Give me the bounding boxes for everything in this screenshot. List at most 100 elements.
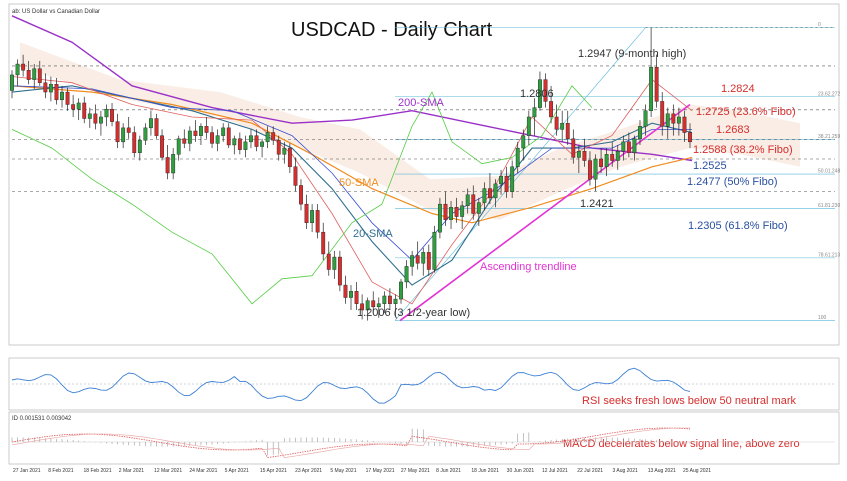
candle-body — [98, 116, 103, 124]
candle-body — [132, 132, 137, 153]
candle-body — [493, 183, 498, 199]
sma50-line — [11, 85, 693, 224]
candle-body — [582, 151, 587, 161]
candle-body — [154, 118, 159, 136]
fibo-small-label: 38.21.259 — [818, 134, 840, 140]
candle-body — [504, 175, 509, 192]
annotations: 1.2947 (9-month high) 1.2824 1.2806 1.27… — [339, 48, 796, 319]
candle-body — [437, 203, 442, 233]
candle-body — [32, 68, 37, 80]
candle-body — [193, 130, 198, 136]
candle-body — [549, 101, 553, 118]
candle-body — [682, 116, 687, 133]
candle-body — [87, 113, 92, 119]
x-axis-tick-label: 8 Feb 2021 — [48, 468, 74, 474]
candle-body — [382, 295, 387, 304]
chikou-line — [11, 85, 593, 305]
candle-body — [226, 127, 231, 146]
macd-signal-line — [11, 427, 691, 458]
candle-body — [282, 147, 287, 155]
candle-body — [654, 66, 659, 102]
label-trendline: Ascending trendline — [480, 261, 577, 273]
candle-body — [304, 203, 309, 224]
label-high-9m: 1.2947 (9-month high) — [578, 48, 686, 60]
rsi-line — [11, 367, 691, 404]
candle-body — [26, 70, 31, 80]
candle-body — [554, 116, 559, 130]
candle-body — [576, 151, 581, 158]
candle-body — [15, 63, 20, 76]
candle-body — [615, 151, 620, 161]
candle-body — [649, 66, 654, 111]
candle-body — [110, 108, 114, 122]
fibo-diagonal — [394, 27, 646, 321]
candle-body — [171, 154, 176, 174]
candle-body — [532, 107, 537, 118]
candle-body — [571, 138, 576, 158]
label-2806: 1.2806 — [520, 88, 554, 100]
candle-body — [287, 147, 292, 167]
candle-body — [599, 158, 604, 167]
x-axis-labels: 27 Jan 2021 8 Feb 2021 18 Feb 2021 2 Mar 20… — [13, 468, 711, 474]
candle-body — [315, 210, 320, 233]
candle-body — [249, 135, 253, 143]
candle-body — [476, 202, 481, 214]
candle-body — [204, 126, 209, 133]
label-fibo-618: 1.2305 (61.8% Fibo) — [688, 220, 788, 232]
candle-body — [510, 166, 515, 192]
candle-body — [421, 252, 426, 264]
label-low-3y: 1.2006 (3 1/2-year low) — [357, 307, 470, 319]
kijun-line — [11, 85, 692, 261]
candle-body — [360, 303, 365, 311]
candle-body — [326, 253, 331, 270]
candle-body — [276, 140, 281, 155]
macd-indicator: ID 0.001531 0.003042 MACD decelerates be… — [11, 416, 835, 458]
candle-body — [671, 113, 676, 124]
x-axis-tick-label: 27 May 2021 — [401, 468, 430, 474]
x-axis-tick-label: 5 May 2021 — [330, 468, 356, 474]
candle-body — [410, 255, 415, 267]
candle-body — [560, 122, 565, 130]
candle-body — [260, 141, 265, 147]
candle-body — [65, 91, 70, 105]
fibo-small-label: 23.62.272 — [818, 91, 840, 97]
candle-body — [176, 138, 181, 155]
candle-body — [165, 157, 170, 174]
candle-body — [232, 138, 237, 146]
candle-body — [310, 210, 315, 224]
candle-body — [182, 138, 187, 144]
candle-body — [104, 108, 109, 118]
x-axis-tick-label: 15 Apr 2021 — [260, 468, 287, 474]
fibonacci-levels: 0 23.62.272 38.21.259 50.01.248 61.81.230 78.… — [12, 22, 840, 321]
candle-body — [21, 63, 26, 71]
label-2824: 1.2824 — [721, 83, 755, 95]
x-axis-tick-label: 12 Jul 2021 — [542, 468, 568, 474]
candle-body — [365, 300, 370, 311]
candle-body — [121, 127, 126, 143]
ichimoku-cloud — [20, 42, 800, 220]
candle-body — [354, 291, 359, 304]
candlesticks — [10, 27, 692, 321]
x-axis-tick-label: 27 Jan 2021 — [13, 468, 41, 474]
x-axis-tick-label: 8 Jun 2021 — [436, 468, 461, 474]
candle-body — [265, 132, 270, 143]
candle-body — [271, 132, 276, 141]
candle-body — [643, 110, 648, 127]
candle-body — [432, 231, 437, 270]
candle-body — [137, 140, 142, 153]
fibo-small-label: 50.01.248 — [818, 169, 840, 175]
candle-body — [621, 141, 626, 152]
x-axis-tick-label: 12 Mar 2021 — [154, 468, 182, 474]
candle-body — [332, 256, 337, 270]
candle-body — [665, 113, 670, 127]
ascending-trendline — [399, 103, 691, 322]
candle-body — [60, 91, 64, 101]
candle-body — [293, 166, 298, 186]
x-axis-tick-label: 18 Feb 2021 — [84, 468, 112, 474]
candle-body — [426, 252, 431, 270]
candle-body — [688, 132, 692, 143]
label-2525: 1.2525 — [693, 160, 727, 172]
label-fibo-382: 1.2588 (38.2% Fibo) — [693, 144, 793, 156]
candle-body — [149, 118, 153, 129]
